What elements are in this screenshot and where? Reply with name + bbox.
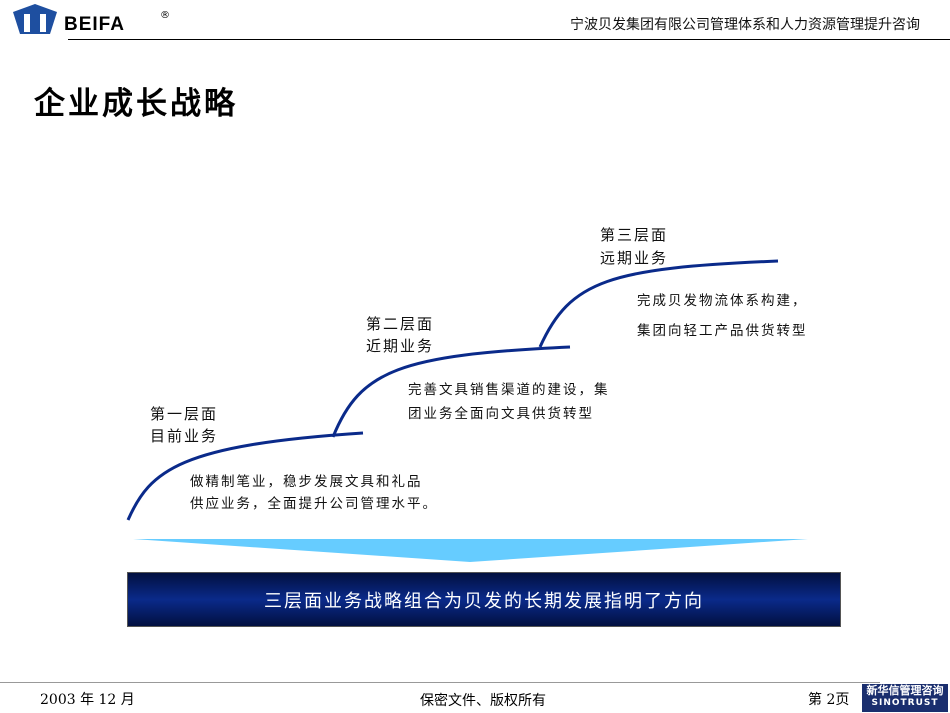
summary-banner: 三层面业务战略组合为贝发的长期发展指明了方向 (127, 572, 841, 627)
tier3-desc1: 完成贝发物流体系构建， (637, 293, 808, 309)
logo: BEIFA ® (10, 2, 170, 38)
tier1-desc2: 供应业务，全面提升公司管理水平。 (190, 496, 438, 512)
curve-tier-3 (538, 259, 779, 348)
tier2-desc1: 完善文具销售渠道的建设，集 (408, 382, 610, 398)
tier1-desc1: 做精制笔业，稳步发展文具和礼品 (190, 474, 423, 490)
logo-house-icon (13, 4, 57, 34)
down-arrow-shape (133, 539, 808, 562)
footer-confidential: 保密文件、版权所有 (420, 693, 546, 709)
tier2-desc2: 团业务全面向文具供货转型 (408, 406, 594, 422)
curve-tier-1 (126, 431, 364, 521)
curve-tier-2 (331, 345, 571, 438)
footer-date: 2003 年 12 月 (40, 692, 135, 708)
logo-mark: ® (160, 10, 170, 21)
footer-divider (0, 682, 880, 683)
tier2-label1: 第二层面 (366, 315, 435, 333)
logo-text: BEIFA (64, 14, 125, 35)
tier3-label2: 远期业务 (600, 249, 669, 267)
tier1-label2: 目前业务 (150, 427, 219, 445)
brand-en: SINOTRUST (871, 698, 939, 708)
summary-text: 三层面业务战略组合为贝发的长期发展指明了方向 (264, 590, 704, 612)
tier2-label2: 近期业务 (366, 337, 435, 355)
page-title: 企业成长战略 (34, 86, 238, 122)
sinotrust-logo: 新华信管理咨询 SINOTRUST (862, 684, 948, 712)
footer-page: 第 2页 (808, 692, 850, 708)
tier1-label1: 第一层面 (150, 405, 219, 423)
header-title: 宁波贝发集团有限公司管理体系和人力资源管理提升咨询 (570, 17, 920, 33)
brand-cn: 新华信管理咨询 (866, 684, 944, 697)
header-divider (68, 39, 950, 40)
tier3-desc2: 集团向轻工产品供货转型 (637, 323, 808, 339)
tier3-label1: 第三层面 (600, 226, 669, 244)
